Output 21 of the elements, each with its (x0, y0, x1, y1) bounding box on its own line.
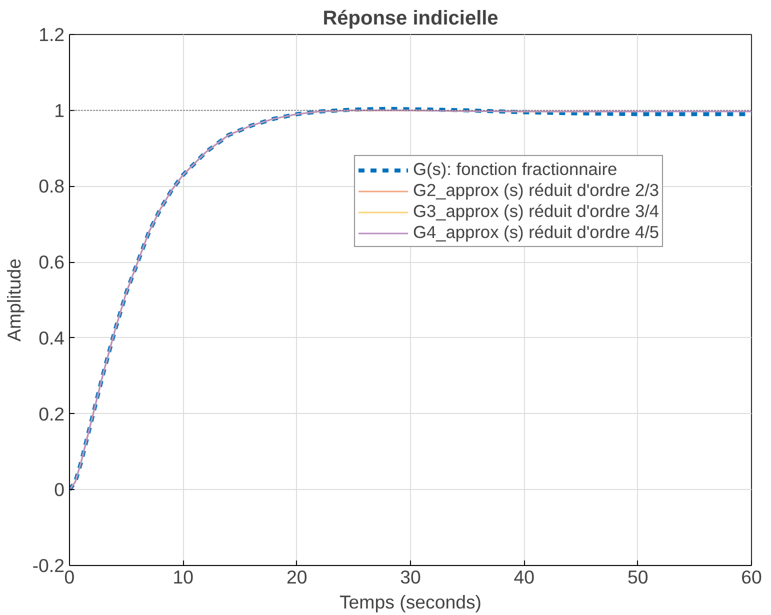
x-axis-title: Temps (seconds) (339, 592, 482, 612)
y-tick-label: 1 (54, 100, 65, 121)
legend-label: G(s): fonction fractionnaire (413, 159, 618, 180)
x-tick-label: 40 (514, 566, 535, 588)
x-tick-label: 10 (172, 566, 194, 588)
y-tick-label: 0 (54, 479, 65, 500)
legend-label: G3_approx (s) réduit d'ordre 3/4 (413, 201, 660, 222)
y-tick-label: 0.8 (38, 176, 65, 197)
legend-label: G2_approx (s) réduit d'ordre 2/3 (413, 180, 660, 201)
y-tick-label: -0.2 (32, 555, 65, 576)
x-tick-label: 20 (286, 566, 308, 588)
y-tick-label: 0.4 (38, 327, 65, 348)
y-tick-label: 0.2 (38, 403, 65, 424)
chart-title: Réponse indicielle (322, 8, 498, 30)
y-tick-label: 0.6 (38, 252, 65, 273)
y-axis-title: Amplitude (3, 258, 24, 342)
y-tick-label: 1.2 (38, 24, 65, 45)
x-tick-label: 30 (400, 566, 421, 588)
legend-label: G4_approx (s) réduit d'ordre 4/5 (413, 222, 660, 243)
x-tick-label: 50 (627, 566, 648, 588)
x-tick-label: 60 (741, 566, 762, 588)
